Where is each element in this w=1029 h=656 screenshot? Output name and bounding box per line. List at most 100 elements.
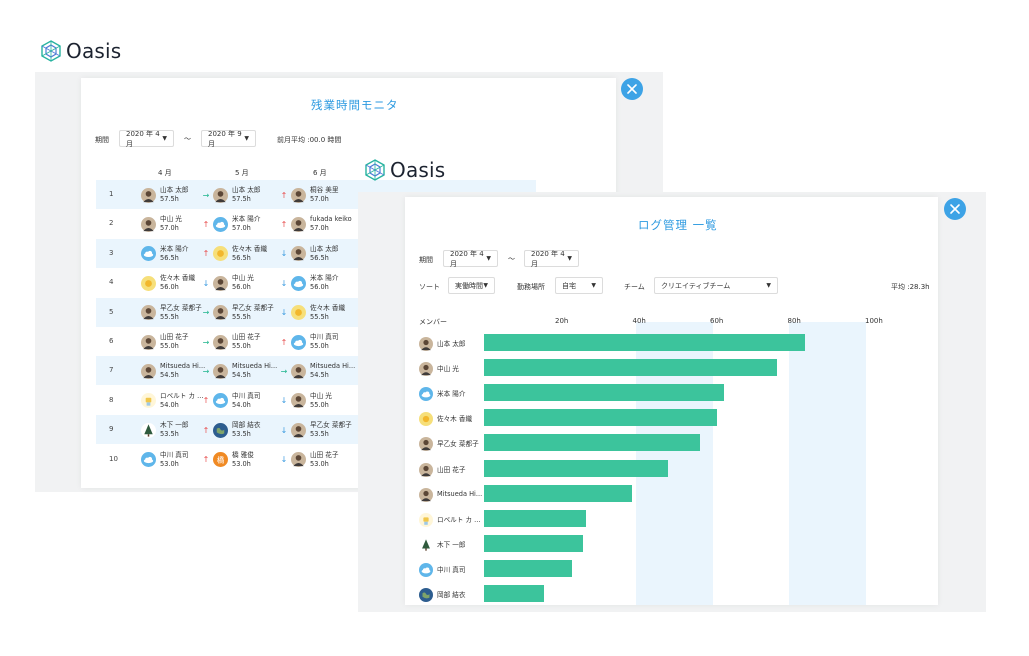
member-info: 米本 陽介 56.5h <box>160 245 188 263</box>
table-row: 9 木下 一郎 53.5h ↑ 岡部 結衣 53.5h ↓ 早乙女 菜都子 53.5h <box>96 415 536 445</box>
cloud-avatar <box>291 334 306 350</box>
monitor-period-from-select[interactable]: 2020 年 4 月 ▼ <box>119 130 174 148</box>
member-cell[interactable]: Mitsueda Hi... 54.5h <box>141 359 205 383</box>
member-name: 中川 真司 <box>160 450 189 459</box>
chevron-down-icon: ▼ <box>486 255 491 262</box>
robot-avatar <box>419 512 433 527</box>
member-cell[interactable]: 米本 陽介 56.5h <box>141 242 188 266</box>
member-name: 中川 真司 <box>437 565 466 574</box>
svg-text:橋: 橋 <box>217 454 225 464</box>
member-cell[interactable]: ↑ 中川 真司 55.0h <box>279 330 339 354</box>
member-hours: 53.0h <box>160 459 179 468</box>
grid-band <box>789 322 867 605</box>
hours-bar[interactable] <box>484 459 668 477</box>
member-info: 早乙女 菜都子 53.5h <box>310 421 352 439</box>
hours-bar[interactable] <box>484 359 778 377</box>
rank-number: 3 <box>109 248 114 257</box>
arrow-down-icon: ↓ <box>280 308 288 318</box>
log-period-from-select[interactable]: 2020 年 4 月 ▼ <box>443 250 498 268</box>
member-cell[interactable]: ↑ 岡部 結衣 53.5h <box>201 418 261 442</box>
member-cell[interactable]: 中川 真司 53.0h <box>141 448 188 472</box>
member-cell[interactable]: ↓ 佐々木 香織 55.5h <box>279 301 345 325</box>
hours-bar[interactable] <box>484 484 633 502</box>
rank-number: 6 <box>109 337 114 345</box>
member-cell[interactable]: 木下 一郎 53.5h <box>141 418 188 442</box>
member-hours: 57.0h <box>310 195 329 203</box>
member-cell[interactable]: ↓ 山田 花子 53.0h <box>279 448 339 472</box>
month-header-jun: 6 月 <box>313 169 327 177</box>
member-name: 山本 太郎 <box>437 340 466 348</box>
member-name: Mitsueda Hi... <box>232 362 278 371</box>
member-cell[interactable]: → 早乙女 菜都子 55.5h <box>201 301 274 325</box>
member-cell[interactable]: ↓ 中山 光 56.0h <box>201 271 254 295</box>
member-info: Mitsueda Hi... 54.5h <box>310 362 355 380</box>
hours-bar[interactable] <box>484 509 587 527</box>
tree-avatar <box>419 537 433 552</box>
member-cell[interactable]: 山本 太郎 57.5h <box>141 183 188 207</box>
hours-bar[interactable] <box>484 334 806 351</box>
hours-bar[interactable] <box>484 559 573 577</box>
member-info: ロベルト カ ... 54.0h <box>160 392 203 410</box>
rank-number: 7 <box>109 366 114 375</box>
x-tick-label: 40h <box>632 317 646 325</box>
member-name: 米本 陽介 <box>437 390 466 399</box>
member-cell[interactable]: ↑ 桐谷 美里 57.0h <box>279 183 339 207</box>
member-info: 中川 真司 53.0h <box>160 451 188 469</box>
rank-number: 4 <box>109 278 114 287</box>
hours-bar[interactable] <box>484 409 718 427</box>
member-name: 佐々木 香織 <box>437 415 473 424</box>
member-cell[interactable]: ↓ 早乙女 菜都子 53.5h <box>279 418 352 442</box>
member-cell[interactable]: ↑ 橋橋 雅俊 53.0h <box>201 448 254 472</box>
member-cell[interactable]: ↓ 米本 陽介 56.0h <box>279 271 339 295</box>
member-cell[interactable]: ↓ 山本 太郎 56.5h <box>279 242 339 266</box>
rank-number: 1 <box>109 190 114 198</box>
person-avatar <box>213 363 228 379</box>
member-hours: 54.0h <box>160 400 179 409</box>
member-hours: 55.0h <box>310 400 329 409</box>
member-info: 米本 陽介 56.0h <box>310 274 338 292</box>
person-avatar <box>141 216 156 232</box>
member-cell[interactable]: ↑ 佐々木 香織 56.5h <box>201 242 267 266</box>
member-cell[interactable]: → Mitsueda Hi... 54.5h <box>201 359 278 383</box>
hours-bar[interactable] <box>484 384 725 402</box>
team-select[interactable]: クリエイティブチーム ▼ <box>654 277 778 294</box>
log-period-to-select[interactable]: 2020 年 4 月 ▼ <box>524 250 579 268</box>
member-cell[interactable]: → 山田 花子 55.0h <box>201 330 261 354</box>
sort-select[interactable]: 実働時間 ▼ <box>448 277 495 294</box>
member-name: 山田 花子 <box>232 333 261 341</box>
member-hours: 54.5h <box>160 371 179 380</box>
member-cell[interactable]: ↓ 中山 光 55.0h <box>279 389 332 413</box>
hours-bar[interactable] <box>484 585 545 602</box>
chart-member-label: 佐々木 香織 <box>419 409 472 427</box>
member-hours: 57.0h <box>310 224 329 233</box>
member-cell[interactable]: 早乙女 菜都子 55.5h <box>141 301 202 325</box>
member-cell[interactable]: 佐々木 香織 56.0h <box>141 271 195 295</box>
member-cell[interactable]: ↑ fukada keiko 57.0h <box>279 212 352 236</box>
monitor-period-to-select[interactable]: 2020 年 9 月 ▼ <box>201 130 256 148</box>
person-avatar <box>213 305 228 321</box>
member-cell[interactable]: ↑ 米本 陽介 57.0h <box>201 212 261 236</box>
member-hours: 57.0h <box>160 224 179 233</box>
hours-bar[interactable] <box>484 434 700 452</box>
hours-bar[interactable] <box>484 534 583 552</box>
member-cell[interactable]: ↑ 中川 真司 54.0h <box>201 389 261 413</box>
log-close-button[interactable] <box>944 198 966 220</box>
member-cell[interactable]: 山田 花子 55.0h <box>141 330 188 354</box>
arrow-right-icon: → <box>280 366 288 376</box>
member-cell[interactable]: 中山 光 57.0h <box>141 212 182 236</box>
monitor-close-button[interactable] <box>621 78 643 100</box>
member-cell[interactable]: → Mitsueda Hi... 54.5h <box>279 359 356 383</box>
person-avatar <box>141 187 156 203</box>
place-value: 自宅 <box>562 281 576 290</box>
table-row: 10 中川 真司 53.0h ↑ 橋橋 雅俊 53.0h ↓ 山田 花子 53.0h <box>96 445 536 474</box>
member-info: 中山 光 55.0h <box>310 392 332 410</box>
sort-value: 実働時間 <box>455 281 483 290</box>
member-info: 早乙女 菜都子 55.5h <box>232 304 274 322</box>
member-name: 山田 花子 <box>310 450 339 459</box>
place-select[interactable]: 自宅 ▼ <box>555 277 603 294</box>
member-cell[interactable]: ロベルト カ ... 54.0h <box>141 389 203 413</box>
log-period-label: 期間 <box>419 256 433 264</box>
monitor-prev-average: 前月平均 :00.0 時間 <box>277 136 342 144</box>
member-cell[interactable]: → 山本 太郎 57.5h <box>201 183 261 207</box>
person-avatar <box>291 363 306 379</box>
